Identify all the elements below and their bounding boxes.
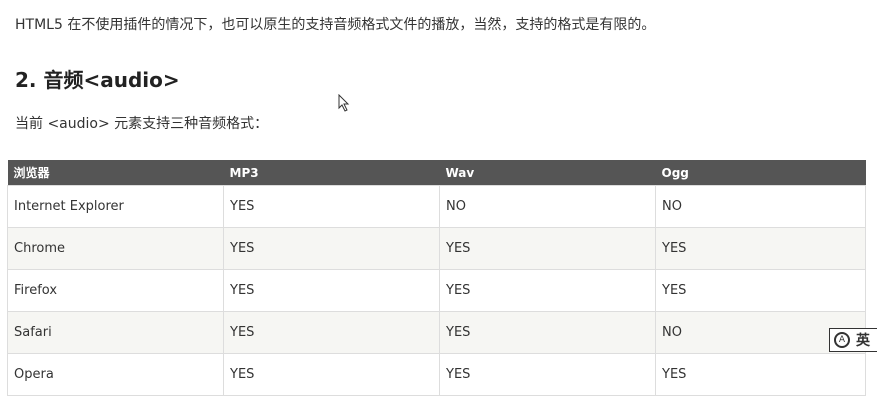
mouse-cursor-icon xyxy=(338,94,350,112)
cell: NO xyxy=(655,185,866,228)
column-header: Ogg xyxy=(655,160,866,186)
audio-format-table: 浏览器 MP3 Wav Ogg Internet Explorer YES NO NO… xyxy=(7,160,866,396)
cell: YES xyxy=(655,353,866,396)
cell: YES xyxy=(223,311,440,354)
cell: YES xyxy=(655,269,866,312)
cell: Internet Explorer xyxy=(7,185,224,228)
cell: YES xyxy=(223,269,440,312)
table-header-row: 浏览器 MP3 Wav Ogg xyxy=(7,160,866,186)
cell: YES xyxy=(223,185,440,228)
column-header: MP3 xyxy=(223,160,440,186)
cell: Safari xyxy=(7,311,224,354)
cell: YES xyxy=(439,311,656,354)
cell: Firefox xyxy=(7,269,224,312)
table-row: Firefox YES YES YES xyxy=(7,269,866,312)
column-header: Wav xyxy=(439,160,656,186)
ime-icon: A xyxy=(834,332,850,348)
section-heading: 2. 音频<audio> xyxy=(15,68,180,92)
cell: YES xyxy=(439,269,656,312)
column-header: 浏览器 xyxy=(7,160,224,186)
ime-indicator[interactable]: A 英 xyxy=(829,328,877,352)
cell: YES xyxy=(655,227,866,270)
lead-paragraph: 当前 <audio> 元素支持三种音频格式： xyxy=(15,116,269,132)
ime-label: 英 xyxy=(856,333,870,349)
cell: YES xyxy=(223,227,440,270)
cell: Chrome xyxy=(7,227,224,270)
table-row: Chrome YES YES YES xyxy=(7,227,866,270)
cell: YES xyxy=(223,353,440,396)
table-row: Safari YES YES NO xyxy=(7,311,866,354)
table-row: Internet Explorer YES NO NO xyxy=(7,185,866,228)
cell: NO xyxy=(439,185,656,228)
intro-paragraph: HTML5 在不使用插件的情况下，也可以原生的支持音频格式文件的播放，当然，支持… xyxy=(15,17,656,33)
cell: Opera xyxy=(7,353,224,396)
table-row: Opera YES YES YES xyxy=(7,353,866,396)
cell: YES xyxy=(439,227,656,270)
cell: YES xyxy=(439,353,656,396)
